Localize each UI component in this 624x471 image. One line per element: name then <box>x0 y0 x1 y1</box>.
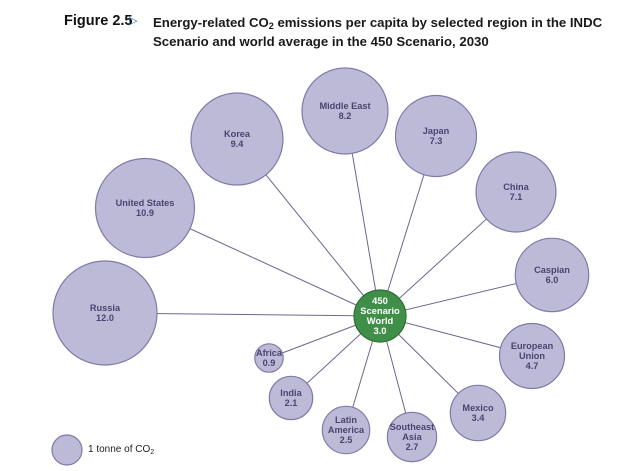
bubble-label-european-union: European <box>511 341 554 351</box>
legend-bubble <box>51 434 83 466</box>
bubble-value-india: 2.1 <box>285 398 298 408</box>
world-450-label: 450 <box>372 295 388 306</box>
bubble-label-china: China <box>503 182 529 192</box>
world-450-label: World <box>367 315 394 326</box>
legend-text: 1 tonne of CO <box>88 444 151 455</box>
legend-label: 1 tonne of CO2 <box>88 444 155 456</box>
bubble-label-mexico: Mexico <box>462 403 494 413</box>
triangle-arrow-icon: ▷ <box>129 15 138 27</box>
bubble-caspian <box>514 237 590 313</box>
bubble-label-european-union: Union <box>519 351 545 361</box>
bubble-european-union <box>498 322 566 390</box>
figure-number: Figure 2.5 <box>64 13 133 29</box>
world-450-label: Scenario <box>360 305 400 316</box>
bubble-label-africa: Africa <box>256 348 283 358</box>
bubble-value-mexico: 3.4 <box>472 413 486 423</box>
bubble-label-southeast-asia: Southeast <box>390 422 434 432</box>
figure-title: Energy-related CO2 emissions per capita … <box>153 13 613 51</box>
world-450-bubble <box>353 289 407 343</box>
bubble-label-middle-east: Middle East <box>319 101 370 111</box>
bubble-africa <box>254 343 284 373</box>
bubble-label-latin-america: America <box>328 425 365 435</box>
figure-title-subscript: 2 <box>268 21 274 31</box>
bubble-middle-east <box>301 67 389 155</box>
bubble-latin-america <box>321 405 371 455</box>
bubble-value-africa: 0.9 <box>263 358 276 368</box>
bubble-value-japan: 7.3 <box>430 136 443 146</box>
bubble-value-united-states: 10.9 <box>136 208 154 218</box>
bubble-japan <box>394 94 478 178</box>
bubble-value-russia: 12.0 <box>96 313 114 323</box>
bubble-label-korea: Korea <box>224 129 251 139</box>
bubble-label-india: India <box>280 388 302 398</box>
bubble-value-european-union: 4.7 <box>526 361 539 371</box>
bubble-label-latin-america: Latin <box>335 415 357 425</box>
bubble-value-latin-america: 2.5 <box>340 435 353 445</box>
figure-title-part2: emissions per capita by selected region … <box>153 15 603 49</box>
bubble-value-southeast-asia: 2.7 <box>406 442 419 452</box>
legend-subscript: 2 <box>150 449 155 456</box>
bubble-value-china: 7.1 <box>510 192 523 202</box>
bubble-value-middle-east: 8.2 <box>339 111 352 121</box>
figure-header: Figure 2.5 ▷ Energy-related CO2 emission… <box>0 0 624 60</box>
bubble-label-caspian: Caspian <box>534 265 570 275</box>
bubble-india <box>268 375 314 421</box>
bubble-label-japan: Japan <box>423 126 450 136</box>
bubble-mexico <box>449 384 507 442</box>
bubble-label-united-states: United States <box>116 198 175 208</box>
bubble-korea <box>190 92 284 186</box>
bubble-label-russia: Russia <box>90 303 121 313</box>
world-450-value: 3.0 <box>373 325 386 336</box>
bubble-china <box>475 151 557 233</box>
bubble-value-caspian: 6.0 <box>546 275 559 285</box>
figure-title-part1: Energy-related CO <box>153 15 269 30</box>
bubble-russia <box>52 260 158 366</box>
bubble-value-korea: 9.4 <box>231 139 245 149</box>
bubble-label-southeast-asia: Asia <box>402 432 422 442</box>
bubble-united-states <box>94 157 196 259</box>
bubble-southeast-asia <box>386 411 438 463</box>
